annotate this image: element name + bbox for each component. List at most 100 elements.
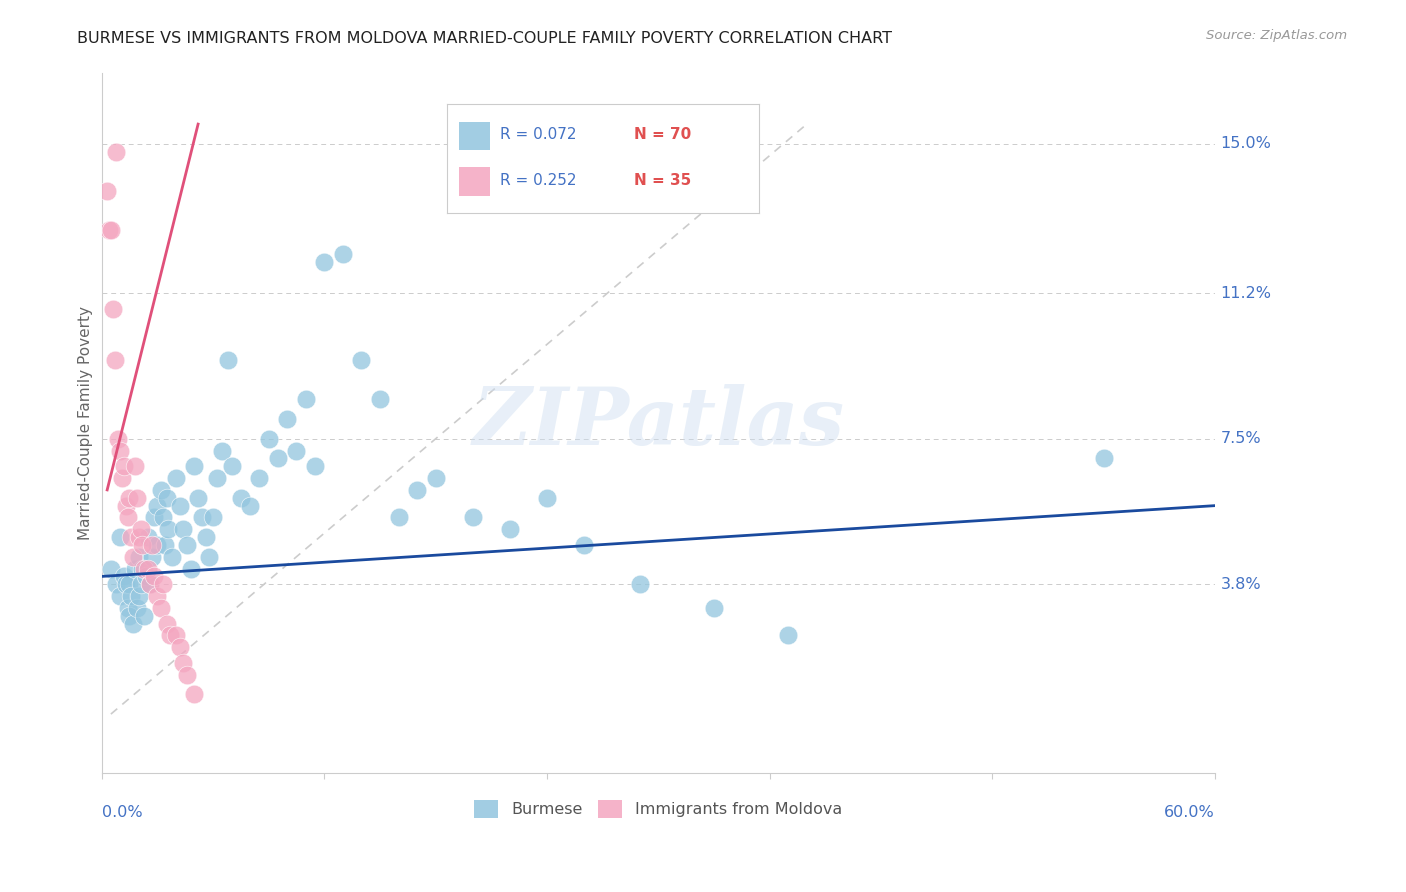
Point [778,628,800,642]
Point [128,589,150,603]
Point [134,561,156,575]
Point [332,247,354,261]
Point [165,628,187,642]
Point [536,491,558,505]
Point [105,577,128,591]
Point [136,530,159,544]
Point [499,522,522,536]
Legend: Burmese, Immigrants from Moldova: Burmese, Immigrants from Moldova [468,793,849,824]
Point [112,569,135,583]
Point [257,432,280,446]
Point [105,145,128,159]
Point [146,499,169,513]
Point [160,549,183,564]
Point [122,616,145,631]
Point [129,522,152,536]
Point [98,223,121,237]
Point [129,577,152,591]
Point [117,600,139,615]
Point [276,412,298,426]
Point [107,432,129,446]
Point [159,628,181,642]
Point [267,451,290,466]
Point [136,561,159,575]
Point [229,491,252,505]
Point [628,577,651,591]
Text: ZIPatlas: ZIPatlas [472,384,845,462]
Point [180,561,202,575]
Point [221,459,243,474]
Point [304,459,326,474]
Text: 15.0%: 15.0% [1220,136,1271,152]
Point [108,443,131,458]
Point [146,589,169,603]
Point [141,538,163,552]
Point [187,491,209,505]
Point [139,577,162,591]
Text: 60.0%: 60.0% [1164,805,1215,820]
Point [155,491,177,505]
Point [125,600,148,615]
Point [183,687,205,701]
Point [1092,451,1115,466]
Point [124,459,146,474]
Point [572,538,595,552]
Point [461,510,484,524]
Point [149,483,172,497]
Text: Source: ZipAtlas.com: Source: ZipAtlas.com [1206,29,1347,42]
Point [155,616,177,631]
Point [153,538,176,552]
Point [205,471,228,485]
Point [165,471,187,485]
Point [128,549,150,564]
Point [294,392,316,407]
Point [117,510,139,524]
Point [108,589,131,603]
Point [152,510,174,524]
Point [191,510,214,524]
Point [176,667,198,681]
Point [406,483,429,497]
Point [183,459,205,474]
Text: 11.2%: 11.2% [1220,285,1271,301]
Point [201,510,224,524]
Point [118,577,141,591]
Point [146,538,169,552]
Point [114,577,136,591]
Point [120,530,142,544]
Y-axis label: Married-Couple Family Poverty: Married-Couple Family Poverty [79,306,93,540]
Point [368,392,391,407]
Point [149,600,172,615]
Point [112,459,135,474]
Text: 3.8%: 3.8% [1220,577,1261,591]
Point [100,223,122,237]
Point [142,510,165,524]
Point [350,353,373,368]
Point [194,530,217,544]
Point [135,569,157,583]
Point [172,656,194,670]
Point [108,530,131,544]
Point [124,561,146,575]
Point [101,301,124,316]
Point [172,522,194,536]
Point [134,608,156,623]
Point [141,549,163,564]
Point [176,538,198,552]
Point [211,443,233,458]
Point [131,538,153,552]
Point [425,471,447,485]
Point [111,471,134,485]
Point [703,600,725,615]
Text: 7.5%: 7.5% [1220,431,1261,446]
Point [131,561,153,575]
Text: BURMESE VS IMMIGRANTS FROM MOLDOVA MARRIED-COUPLE FAMILY POVERTY CORRELATION CHA: BURMESE VS IMMIGRANTS FROM MOLDOVA MARRI… [77,31,893,46]
Point [122,549,145,564]
Point [104,353,127,368]
Point [314,254,336,268]
Point [387,510,409,524]
Point [285,443,308,458]
Point [217,353,239,368]
Point [96,184,118,198]
Point [118,608,141,623]
